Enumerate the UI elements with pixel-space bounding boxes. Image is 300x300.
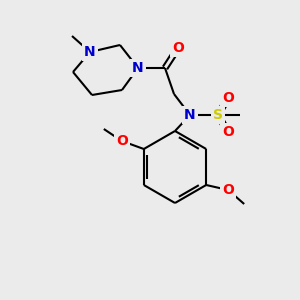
Text: N: N <box>132 61 144 75</box>
Text: O: O <box>222 125 234 139</box>
Text: O: O <box>172 41 184 55</box>
Text: O: O <box>222 91 234 105</box>
Text: N: N <box>184 108 196 122</box>
Text: O: O <box>222 183 234 197</box>
Text: O: O <box>116 134 128 148</box>
Text: S: S <box>213 108 223 122</box>
Text: N: N <box>84 45 96 59</box>
